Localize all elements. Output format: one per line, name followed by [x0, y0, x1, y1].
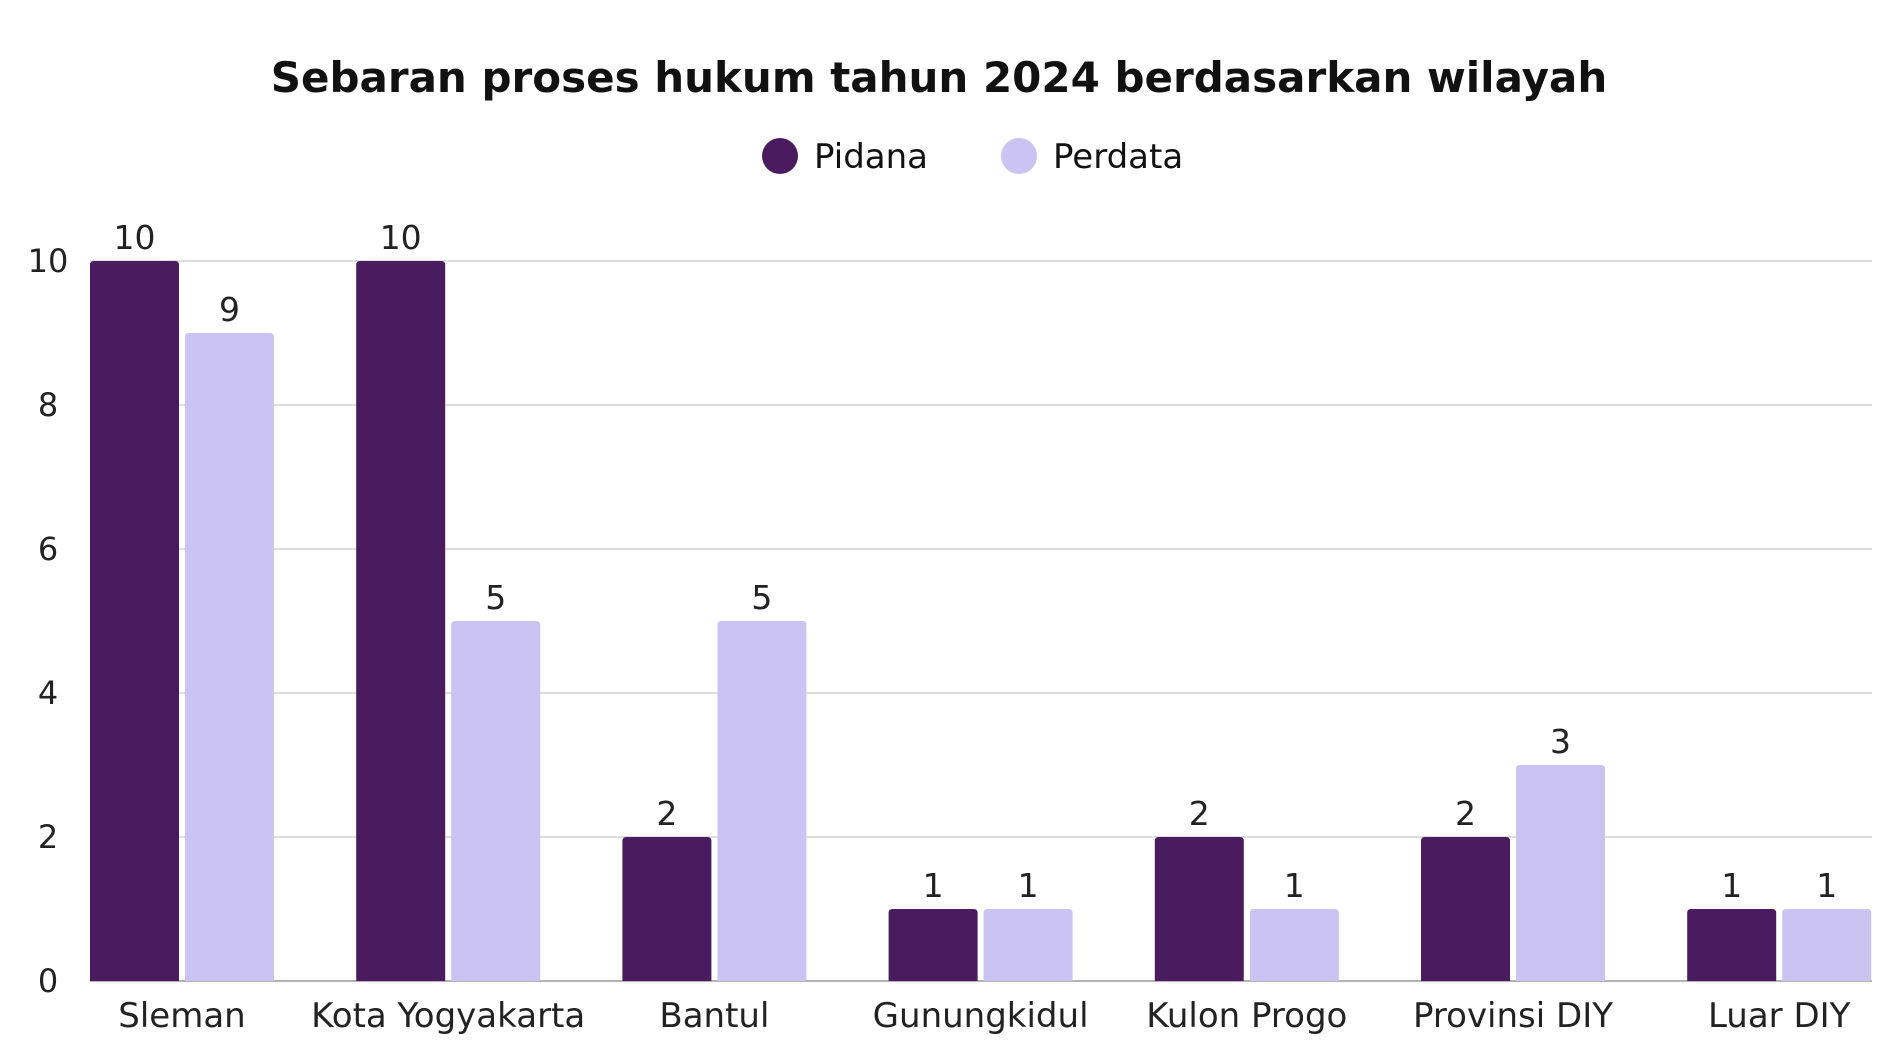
bar-perdata-luar-diy	[1782, 909, 1872, 981]
data-label-perdata-luar-diy: 1	[1816, 866, 1837, 905]
legend-swatch-perdata	[1001, 138, 1037, 174]
y-axis: 0 2 4 6 8 10	[28, 242, 69, 1000]
y-tick-label-10: 10	[28, 242, 69, 280]
bar-pidana-kulon-progo	[1154, 837, 1244, 981]
data-label-perdata-gunungkidul: 1	[1018, 866, 1039, 905]
bar-pidana-luar-diy	[1687, 909, 1777, 981]
y-tick-label-6: 6	[38, 530, 58, 568]
data-label-pidana-luar-diy: 1	[1721, 866, 1742, 905]
data-label-perdata-sleman: 9	[219, 290, 240, 329]
x-tick-label-kota-yogyakarta: Kota Yogyakarta	[311, 996, 585, 1036]
x-tick-label-kulon-progo: Kulon Progo	[1146, 996, 1347, 1036]
data-label-pidana-bantul: 2	[656, 794, 677, 833]
data-label-perdata-kulon-progo: 1	[1284, 866, 1305, 905]
legend-label-perdata: Perdata	[1053, 137, 1183, 177]
bar-perdata-kota-yogyakarta	[451, 621, 541, 981]
x-tick-label-bantul: Bantul	[659, 996, 769, 1036]
bar-pidana-kota-yogyakarta	[356, 261, 446, 981]
bar-perdata-kulon-progo	[1249, 909, 1339, 981]
x-axis: Sleman Kota Yogyakarta Bantul Gunungkidul Ku…	[118, 996, 1850, 1036]
x-tick-label-gunungkidul: Gunungkidul	[873, 996, 1089, 1036]
x-tick-label-provinsi-diy: Provinsi DIY	[1413, 996, 1613, 1036]
bars	[90, 261, 1872, 981]
x-tick-label-sleman: Sleman	[118, 996, 245, 1036]
bar-pidana-provinsi-diy	[1421, 837, 1510, 981]
bar-perdata-bantul	[717, 621, 807, 981]
bar-perdata-provinsi-diy	[1516, 765, 1605, 981]
legend-swatch-pidana	[762, 138, 798, 174]
data-label-perdata-kota-yogyakarta: 5	[485, 578, 506, 617]
data-label-pidana-provinsi-diy: 2	[1455, 794, 1476, 833]
bar-perdata-gunungkidul	[983, 909, 1073, 981]
bar-pidana-bantul	[622, 837, 712, 981]
data-label-pidana-kota-yogyakarta: 10	[380, 218, 422, 257]
legend-label-pidana: Pidana	[814, 137, 928, 177]
legend: Pidana Perdata	[762, 137, 1183, 177]
x-tick-label-luar-diy: Luar DIY	[1708, 996, 1851, 1036]
y-tick-label-8: 8	[38, 386, 58, 424]
data-label-pidana-kulon-progo: 2	[1189, 794, 1210, 833]
bar-perdata-sleman	[185, 333, 274, 981]
data-label-perdata-provinsi-diy: 3	[1550, 722, 1571, 761]
data-labels: 10 9 10 5 2 5 1 1 2 1 2 3 1 1	[114, 218, 1838, 905]
chart-title: Sebaran proses hukum tahun 2024 berdasar…	[271, 53, 1608, 102]
data-label-perdata-bantul: 5	[751, 578, 772, 617]
y-tick-label-4: 4	[38, 674, 58, 712]
y-tick-label-2: 2	[38, 818, 58, 856]
y-tick-label-0: 0	[38, 962, 58, 1000]
bar-pidana-sleman	[90, 261, 179, 981]
data-label-pidana-gunungkidul: 1	[923, 866, 944, 905]
bar-pidana-gunungkidul	[888, 909, 978, 981]
data-label-pidana-sleman: 10	[114, 218, 156, 257]
